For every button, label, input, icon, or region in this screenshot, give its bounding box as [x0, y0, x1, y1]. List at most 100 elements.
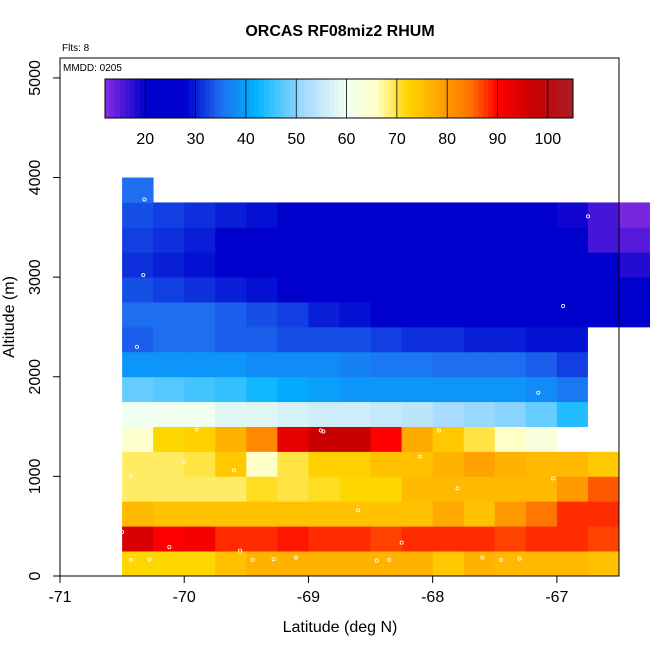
heatmap-cell [619, 252, 650, 278]
heatmap-cell [556, 351, 589, 378]
colorbar-frame [104, 78, 574, 119]
colorbar-swatch [269, 79, 275, 118]
colorbar-swatch [413, 79, 420, 118]
heatmap-cell [122, 351, 154, 378]
heatmap-cell [339, 476, 371, 502]
heatmap-cell [432, 202, 465, 228]
colorbar-swatch [119, 79, 126, 118]
colorbar-swatch [299, 79, 305, 118]
heatmap-cell [370, 326, 403, 353]
heatmap-cell [525, 476, 558, 502]
heatmap-cell [215, 252, 247, 278]
heatmap-cell [308, 401, 340, 427]
heatmap-cell [153, 551, 185, 577]
heatmap-cell [587, 351, 620, 378]
colorbar-swatch [478, 79, 484, 118]
colorbar-swatch [433, 79, 440, 118]
heatmap-cell [184, 551, 216, 577]
heatmap-cell [463, 227, 496, 253]
colorbar-swatch [279, 79, 285, 118]
heatmap-cell [556, 401, 589, 427]
colorbar-swatch [164, 79, 171, 118]
heatmap-cell [432, 401, 465, 427]
heatmap-cell [308, 351, 340, 378]
colorbar-swatch [423, 79, 430, 118]
colorbar-swatch [334, 79, 340, 118]
heatmap-cell [556, 551, 589, 577]
colorbar-swatch [443, 79, 450, 118]
heatmap-cell [525, 426, 558, 452]
colorbar-tick-label: 50 [287, 131, 305, 148]
x-tick-label: -70 [173, 589, 196, 606]
heatmap-cell [587, 476, 620, 502]
heatmap-cell [246, 426, 278, 452]
heatmap-cell [277, 326, 309, 353]
track-point [585, 214, 590, 219]
heatmap-cell [308, 501, 340, 527]
track-point [167, 545, 172, 550]
heatmap-cell [432, 302, 465, 328]
heatmap-cell [308, 202, 340, 228]
colorbar-swatch [144, 79, 151, 118]
heatmap-cell [463, 451, 496, 477]
heatmap-cell [556, 277, 589, 303]
heatmap-cell [463, 302, 496, 328]
heatmap-cell [246, 551, 278, 577]
heatmap-cell [401, 302, 434, 328]
heatmap-cell [432, 526, 465, 552]
heatmap-cell [153, 451, 185, 477]
heatmap-cell [339, 501, 371, 527]
heatmap-cell [494, 202, 527, 228]
plot-frame [59, 57, 620, 577]
colorbar-swatch [244, 79, 250, 118]
heatmap-cell [401, 526, 434, 552]
heatmap-cell [401, 202, 434, 228]
colorbar-swatch [543, 79, 549, 118]
heatmap-cell [401, 426, 434, 452]
y-axis-label: Altitude (m) [1, 276, 18, 358]
track-point [561, 304, 566, 309]
heatmap-cell [525, 526, 558, 552]
heatmap-cell [370, 351, 403, 378]
heatmap-cell [556, 451, 589, 477]
heatmap-cell [339, 451, 371, 477]
colorbar-swatch [553, 79, 559, 118]
heatmap-cell [215, 376, 247, 403]
colorbar-swatch [224, 79, 230, 118]
colorbar-swatch [189, 79, 196, 118]
heatmap-cell [370, 401, 403, 427]
heatmap-cell [184, 401, 216, 427]
colorbar-swatch [418, 79, 425, 118]
date-annotation: MMDD: 0205 [63, 63, 122, 74]
heatmap-cell [525, 302, 558, 328]
heatmap-cell [277, 252, 309, 278]
colorbar-tick-label: 90 [489, 131, 507, 148]
y-axis: 0 1000 2000 3000 4000 5000 [27, 60, 60, 580]
heatmap-cell [308, 302, 340, 328]
colorbar-swatch [294, 79, 300, 118]
heatmap-cell [494, 277, 527, 303]
heatmap-cell [215, 302, 247, 328]
heatmap-cell [619, 227, 650, 253]
heatmap-cell [339, 426, 371, 452]
heatmap-cell [277, 376, 309, 403]
colorbar-swatch [174, 79, 181, 118]
colorbar-swatch [159, 79, 166, 118]
heatmap-cell [246, 351, 278, 378]
heatmap-cell [122, 302, 154, 328]
colorbar-swatch [373, 79, 380, 118]
heatmap-cell [401, 252, 434, 278]
colorbar-swatch [199, 79, 206, 118]
colorbar-tick-label: 80 [438, 131, 456, 148]
x-axis-label: Latitude (deg N) [283, 619, 398, 636]
heatmap-cell [370, 551, 403, 577]
heatmap-cell [153, 426, 185, 452]
heatmap-cell [401, 476, 434, 502]
heatmap-cell [401, 326, 434, 353]
heatmap-cell [401, 277, 434, 303]
colorbar-swatch [503, 79, 509, 118]
heatmap-cell [370, 451, 403, 477]
heatmap-cell [525, 376, 558, 403]
heatmap-cell [122, 277, 154, 303]
heatmap-cell [184, 351, 216, 378]
